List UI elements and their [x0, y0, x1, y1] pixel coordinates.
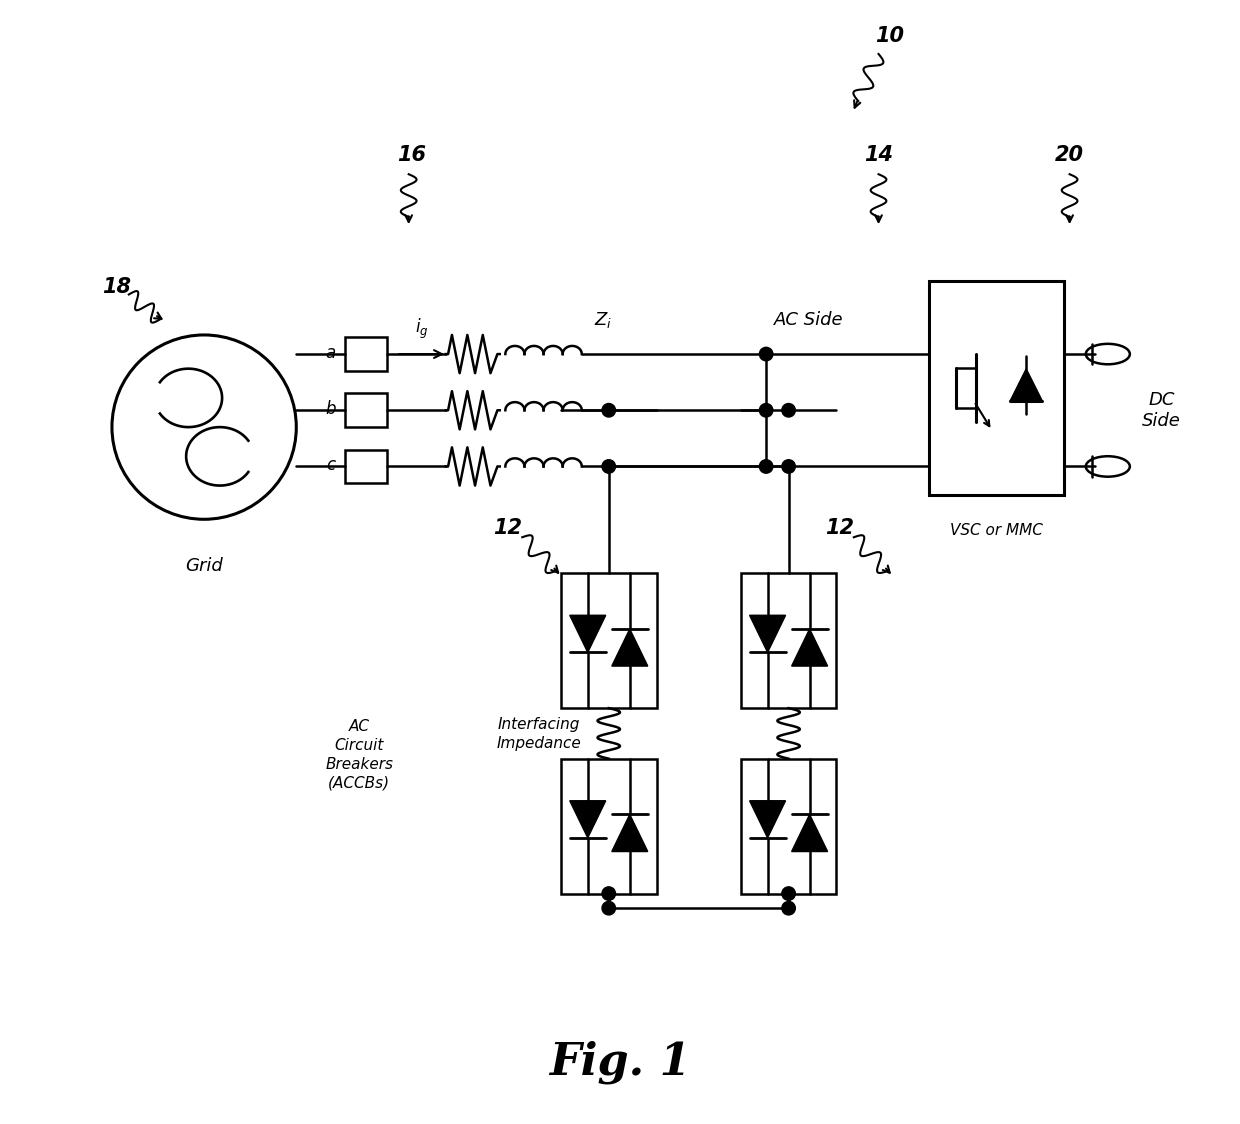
Polygon shape: [750, 800, 786, 837]
Circle shape: [601, 901, 615, 915]
Text: 20: 20: [1055, 145, 1084, 165]
Text: AC
Circuit
Breakers
(ACCBs): AC Circuit Breakers (ACCBs): [325, 719, 393, 790]
Text: DC
Side: DC Side: [1142, 391, 1182, 429]
Text: c: c: [326, 456, 336, 474]
Circle shape: [601, 404, 615, 417]
Circle shape: [759, 347, 773, 361]
Circle shape: [601, 460, 615, 473]
Circle shape: [782, 460, 795, 473]
Polygon shape: [750, 615, 786, 652]
Text: a: a: [325, 344, 336, 362]
Circle shape: [601, 887, 615, 900]
Polygon shape: [569, 800, 605, 837]
Bar: [740, 759, 836, 894]
Text: b: b: [325, 400, 336, 418]
Bar: [345, 450, 387, 483]
Polygon shape: [611, 815, 647, 852]
Text: Grid: Grid: [185, 558, 223, 575]
Text: Interfacing
Impedance: Interfacing Impedance: [497, 717, 582, 751]
Polygon shape: [791, 629, 827, 667]
Polygon shape: [569, 615, 605, 652]
Text: AC Side: AC Side: [774, 311, 843, 329]
Polygon shape: [791, 815, 827, 852]
Bar: [345, 337, 387, 371]
Text: $Z_i$: $Z_i$: [594, 310, 613, 329]
Circle shape: [759, 404, 773, 417]
Text: 12: 12: [494, 518, 522, 538]
Polygon shape: [611, 629, 647, 667]
Bar: [560, 759, 656, 894]
Text: 18: 18: [102, 277, 131, 297]
Circle shape: [782, 901, 795, 915]
Circle shape: [759, 460, 773, 473]
Bar: [740, 573, 836, 708]
Text: 12: 12: [825, 518, 853, 538]
Bar: [345, 393, 387, 427]
Text: 10: 10: [875, 26, 904, 46]
Bar: [560, 573, 656, 708]
Polygon shape: [1011, 369, 1043, 401]
Text: VSC or MMC: VSC or MMC: [950, 523, 1043, 538]
Circle shape: [782, 404, 795, 417]
Text: 14: 14: [864, 145, 893, 165]
Text: 16: 16: [398, 145, 427, 165]
Text: $i_g$: $i_g$: [415, 317, 428, 342]
Text: Fig. 1: Fig. 1: [549, 1041, 691, 1084]
Circle shape: [782, 887, 795, 900]
Bar: [929, 281, 1064, 495]
